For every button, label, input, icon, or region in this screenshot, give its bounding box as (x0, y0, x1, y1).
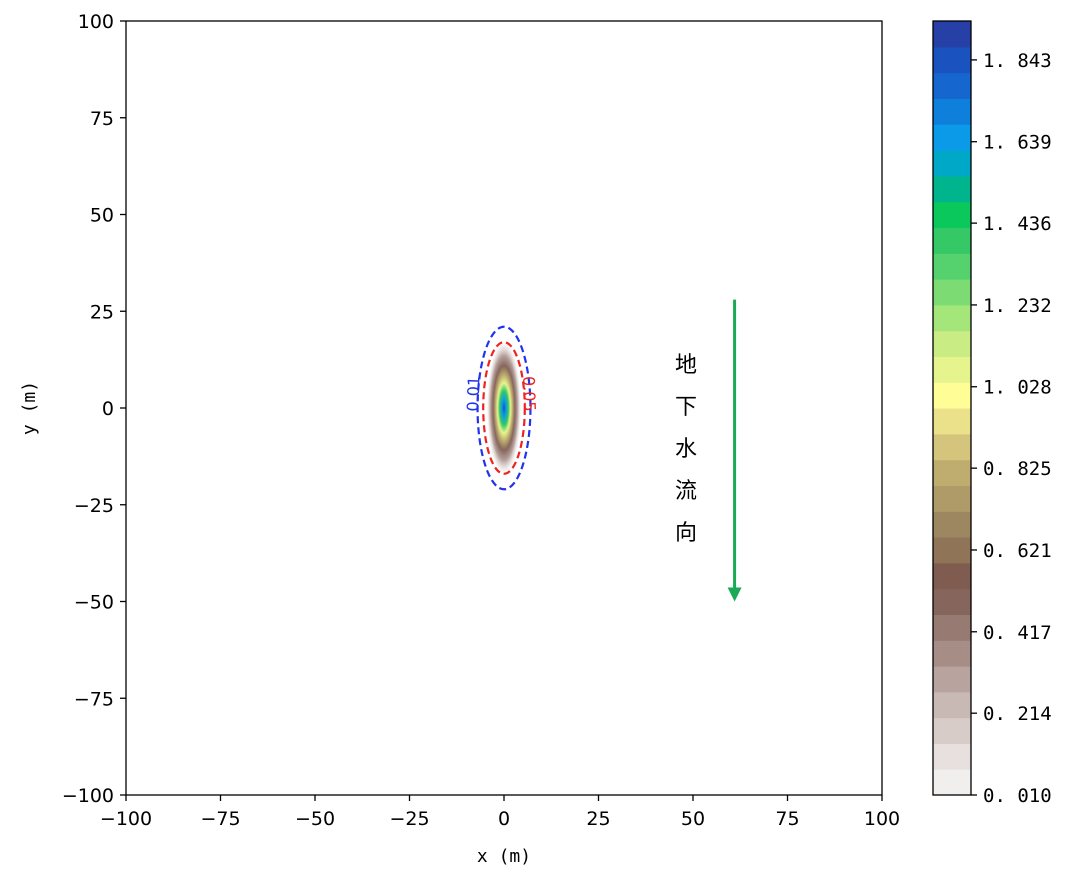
y-tick-label: 75 (90, 108, 114, 130)
y-tick-label: −25 (74, 495, 114, 517)
contour-line (476, 325, 532, 491)
colorbar-band (933, 330, 971, 357)
colorbar-band (933, 691, 971, 719)
y-tick-label: −50 (74, 592, 114, 614)
colorbar-band (933, 433, 971, 461)
colorbar-tick-label: 0. 010 (983, 785, 1052, 807)
colorbar-tick-label: 0. 417 (983, 622, 1052, 644)
colorbar-band (933, 511, 971, 538)
colorbar-band (933, 743, 971, 770)
colorbar-band (933, 227, 971, 254)
colorbar-band (933, 279, 971, 306)
colorbar-band (933, 304, 971, 332)
colorbar-tick-label: 1. 028 (983, 377, 1052, 399)
y-tick-label: 25 (90, 301, 114, 323)
colorbar-band (933, 562, 971, 590)
colorbar-band (933, 588, 971, 615)
x-axis-ticks: −100 −75 −50 −25 0 25 50 75 100 (100, 795, 900, 830)
colorbar-tick-label: 1. 843 (983, 50, 1052, 72)
colorbar-tick-label: 1. 436 (983, 213, 1052, 235)
colorbar-band (933, 72, 971, 99)
y-axis-ticks: −100 −75 −50 −25 0 25 50 75 100 (62, 11, 126, 807)
y-tick-label: 100 (78, 11, 114, 33)
colorbar-band (933, 614, 971, 641)
x-tick-label: −50 (295, 808, 335, 830)
colorbar-band (933, 356, 971, 383)
colorbar-band (933, 459, 971, 486)
colorbar-tick-label: 1. 232 (983, 295, 1052, 317)
plume-filled-contour (486, 342, 522, 474)
colorbar-band (933, 666, 971, 693)
colorbar-band (933, 124, 971, 151)
x-tick-label: 0 (498, 808, 510, 830)
x-tick-label: 25 (586, 808, 610, 830)
colorbar-band (933, 253, 971, 280)
colorbar-tick-label: 0. 621 (983, 540, 1052, 562)
contour-labels: 0.01 0.05 (463, 376, 539, 412)
colorbar-bands (933, 21, 971, 796)
colorbar-band (933, 717, 971, 744)
colorbar-band (933, 537, 971, 564)
colorbar-band (933, 769, 971, 796)
colorbar-band (933, 485, 971, 512)
flow-arrow-icon (727, 587, 742, 602)
colorbar-tick-label: 0. 214 (983, 703, 1052, 725)
colorbar-band (933, 408, 971, 435)
y-tick-label: 0 (102, 398, 114, 420)
colorbar-band (933, 150, 971, 177)
colorbar-tick-label: 0. 825 (983, 458, 1052, 480)
flow-char: 下 (675, 395, 697, 420)
x-tick-label: 100 (864, 808, 900, 830)
contour-label: 0.01 (463, 376, 483, 412)
colorbar-frame (932, 20, 972, 796)
colorbar-band (933, 46, 971, 74)
plot-area: 0.01 0.05 (125, 20, 883, 796)
contour-label: 0.05 (519, 376, 539, 412)
contour-line (482, 341, 526, 475)
colorbar-band (933, 98, 971, 125)
colorbar-band (933, 382, 971, 409)
x-axis-label: x (m) (477, 846, 531, 867)
flow-char: 流 (675, 479, 697, 504)
y-axis-label: y (m) (19, 381, 40, 435)
colorbar-band (933, 21, 971, 48)
contour-lines (476, 325, 532, 491)
x-tick-label: −25 (389, 808, 429, 830)
groundwater-flow-annotation: 地 下 水 流 向 (675, 299, 742, 602)
y-tick-label: 50 (90, 205, 114, 227)
x-tick-label: −100 (100, 808, 152, 830)
x-tick-label: 50 (681, 808, 705, 830)
colorbar-band (933, 175, 971, 203)
colorbar-band (933, 201, 971, 228)
colorbar-ticks: 0. 010 0. 214 0. 417 0. 621 0. 825 1. 028 1. 2… (971, 50, 1052, 807)
colorbar: 0. 010 0. 214 0. 417 0. 621 0. 825 1. 028 1. 2… (932, 20, 1052, 807)
colorbar-band (933, 640, 971, 667)
x-tick-label: 75 (775, 808, 799, 830)
flow-char: 水 (675, 437, 697, 462)
colorbar-tick-label: 1. 639 (983, 132, 1052, 154)
x-tick-label: −75 (200, 808, 240, 830)
y-tick-label: −100 (62, 785, 114, 807)
flow-char: 向 (675, 521, 697, 546)
flow-direction-text: 地 下 水 流 向 (675, 353, 697, 546)
y-tick-label: −75 (74, 688, 114, 710)
flow-char: 地 (675, 353, 697, 378)
